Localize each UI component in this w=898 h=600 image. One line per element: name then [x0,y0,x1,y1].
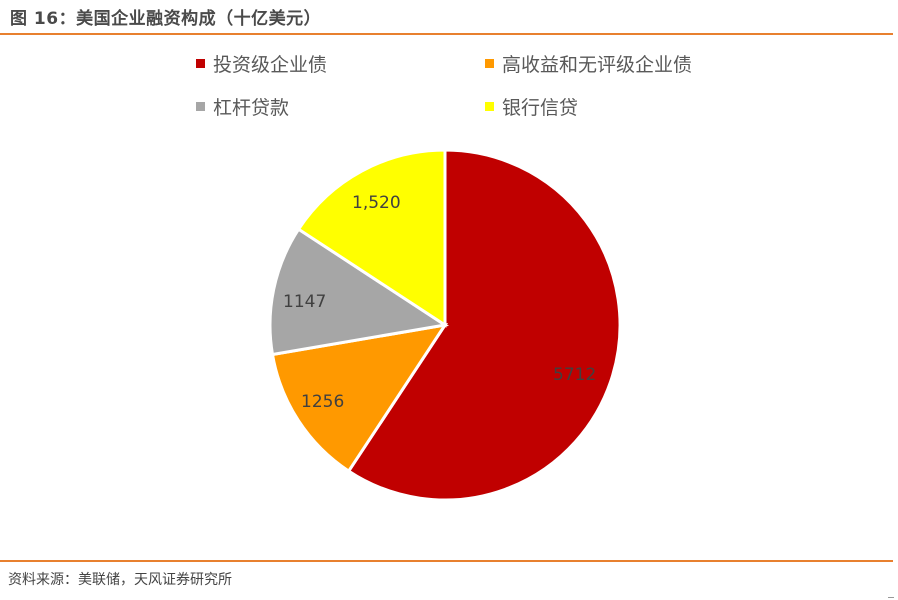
legend-label: 投资级企业债 [213,54,328,76]
corner-mark [888,597,894,598]
source-note: 资料来源：美联储，天风证券研究所 [8,572,232,588]
legend-label: 杠杆贷款 [213,97,290,119]
legend-label: 银行信贷 [502,97,579,119]
data-label-investment-grade: 5712 [553,365,596,385]
legend-swatch-yellow [485,102,494,111]
data-label-high-yield: 1256 [301,392,344,412]
legend-item-leveraged-loans: 杠杆贷款 [196,93,289,120]
legend-swatch-gray [196,102,205,111]
pie-slice-investment-grade [346,148,622,502]
pie-slice-leveraged-loans [268,227,450,357]
data-label-leveraged-loans: 1147 [283,292,326,312]
chart-legend: 投资级企业债 高收益和无评级企业债 杠杆贷款 银行信贷 [0,0,898,130]
legend-swatch-orange [485,59,494,68]
pie-slice-high-yield [270,322,449,474]
legend-item-bank-credit: 银行信贷 [485,93,578,120]
source-divider [0,560,893,562]
title-divider [0,33,893,35]
data-label-bank-credit: 1,520 [352,193,401,213]
legend-item-investment-grade: 投资级企业债 [196,50,327,77]
legend-item-high-yield: 高收益和无评级企业债 [485,50,692,77]
legend-swatch-red [196,59,205,68]
legend-label: 高收益和无评级企业债 [502,54,693,76]
pie-slice-bank-credit [296,148,447,328]
chart-title: 图 16：美国企业融资构成（十亿美元） [10,9,322,29]
